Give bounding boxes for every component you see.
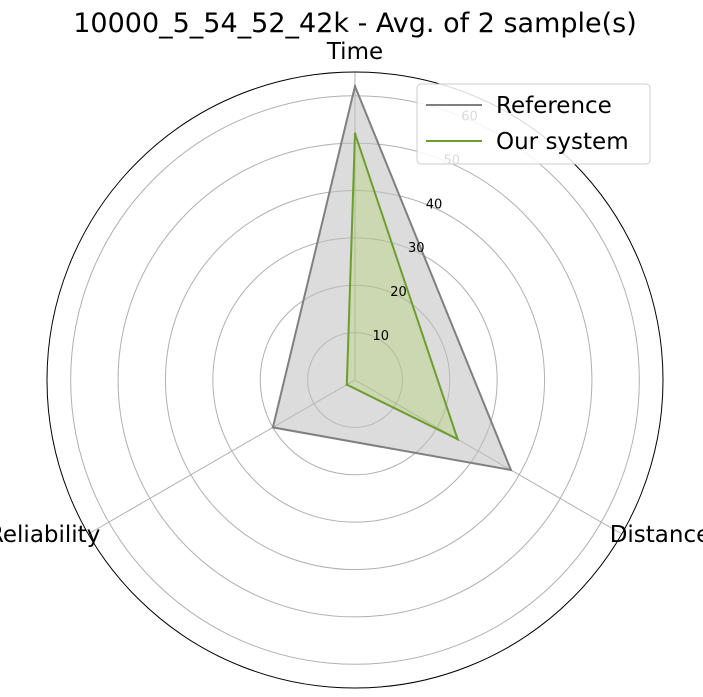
outer-frame [46,71,664,689]
tick-label-1: 20 [390,285,407,300]
axis-label-reliability: Reliability [0,522,100,548]
series-layer [271,82,513,472]
axis-labels: Time Distance Reliability [0,39,703,548]
series-line-1 [345,133,460,442]
chart-title: 10000_5_54_52_42k - Avg. of 2 sample(s) [73,8,637,39]
legend-label-0: Reference [496,93,612,119]
series-line-0 [271,82,513,472]
axis-label-distance: Distance [610,522,703,548]
series-1-point-1 [456,438,459,441]
series-0-point-2 [271,426,275,429]
series-0-point-0 [353,85,357,88]
series-1-point-2 [345,383,348,386]
series-0-point-1 [509,468,513,472]
axis-label-time: Time [326,39,383,65]
series-1-point-0 [353,132,357,135]
tick-label-0: 10 [373,329,390,344]
tick-label-2: 30 [408,241,425,256]
legend-label-1: Our system [496,129,629,155]
series-fill-1 [346,133,458,440]
legend: Reference Our system [416,83,651,165]
tick-label-3: 40 [426,197,443,212]
